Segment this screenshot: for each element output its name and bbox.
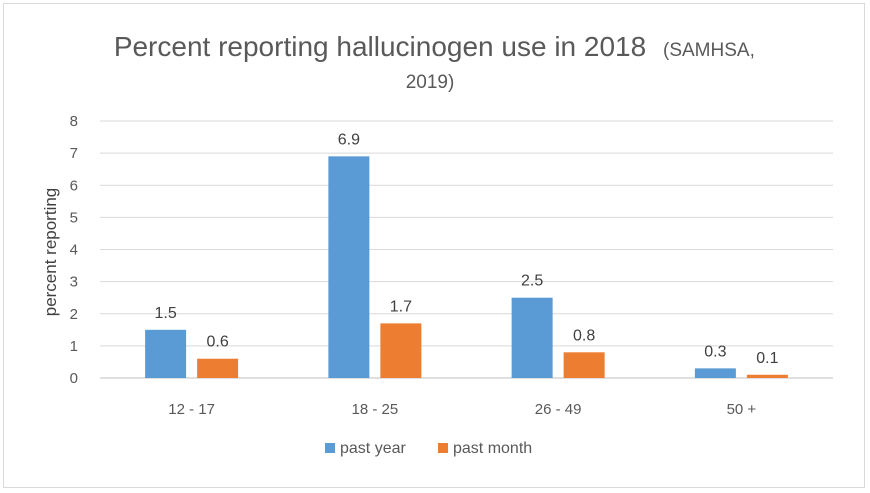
legend-label: past year — [340, 440, 406, 457]
data-label: 1.7 — [390, 298, 412, 315]
chart-title-main: Percent reporting hallucinogen use in 20… — [114, 31, 646, 62]
bar-past-year-1 — [328, 156, 370, 378]
y-tick-label: 5 — [70, 209, 78, 226]
y-tick-label: 0 — [70, 370, 78, 387]
bar-past-month-3 — [746, 374, 788, 378]
data-label: 0.8 — [573, 327, 595, 344]
y-axis-label: percent reporting — [41, 188, 60, 317]
bar-past-year-0 — [145, 329, 187, 378]
bar-past-month-2 — [563, 352, 605, 378]
bar-past-year-2 — [511, 297, 553, 378]
legend-swatch-past-month — [438, 443, 448, 453]
y-tick-label: 4 — [70, 242, 78, 259]
y-tick-label: 1 — [70, 338, 78, 355]
data-label: 2.5 — [521, 273, 543, 290]
chart-title: Percent reporting hallucinogen use in 20… — [114, 31, 646, 62]
chart-frame — [3, 3, 865, 488]
y-tick-labels: 0 1 2 3 4 5 6 7 8 — [70, 113, 78, 387]
x-tick-label: 50 + — [727, 401, 757, 418]
chart-subtitle-line2: 2019) — [406, 72, 455, 93]
x-tick-label: 26 - 49 — [535, 401, 582, 418]
y-tick-label: 8 — [70, 113, 78, 130]
bar-past-month-0 — [197, 358, 239, 378]
bar-past-month-1 — [380, 323, 422, 378]
data-label: 0.6 — [207, 334, 229, 351]
bars — [145, 156, 788, 378]
x-tick-label: 12 - 17 — [168, 401, 215, 418]
chart-subtitle-line1: (SAMHSA, — [663, 40, 755, 61]
y-tick-label: 6 — [70, 177, 78, 194]
data-label: 1.5 — [155, 305, 177, 322]
legend-swatch-past-year — [325, 443, 335, 453]
bar-past-year-3 — [694, 368, 736, 378]
legend-label: past month — [453, 440, 532, 457]
y-tick-label: 2 — [70, 306, 78, 323]
data-label: 6.9 — [338, 131, 360, 148]
data-label: 0.1 — [756, 350, 778, 367]
y-tick-label: 3 — [70, 274, 78, 291]
data-label: 0.3 — [704, 343, 726, 360]
data-labels: 1.5 0.6 6.9 1.7 2.5 0.8 0.3 0.1 — [155, 131, 779, 366]
y-tick-label: 7 — [70, 145, 78, 162]
legend: past year past month — [325, 440, 532, 457]
x-tick-labels: 12 - 17 18 - 25 26 - 49 50 + — [168, 401, 756, 418]
x-tick-label: 18 - 25 — [352, 401, 399, 418]
